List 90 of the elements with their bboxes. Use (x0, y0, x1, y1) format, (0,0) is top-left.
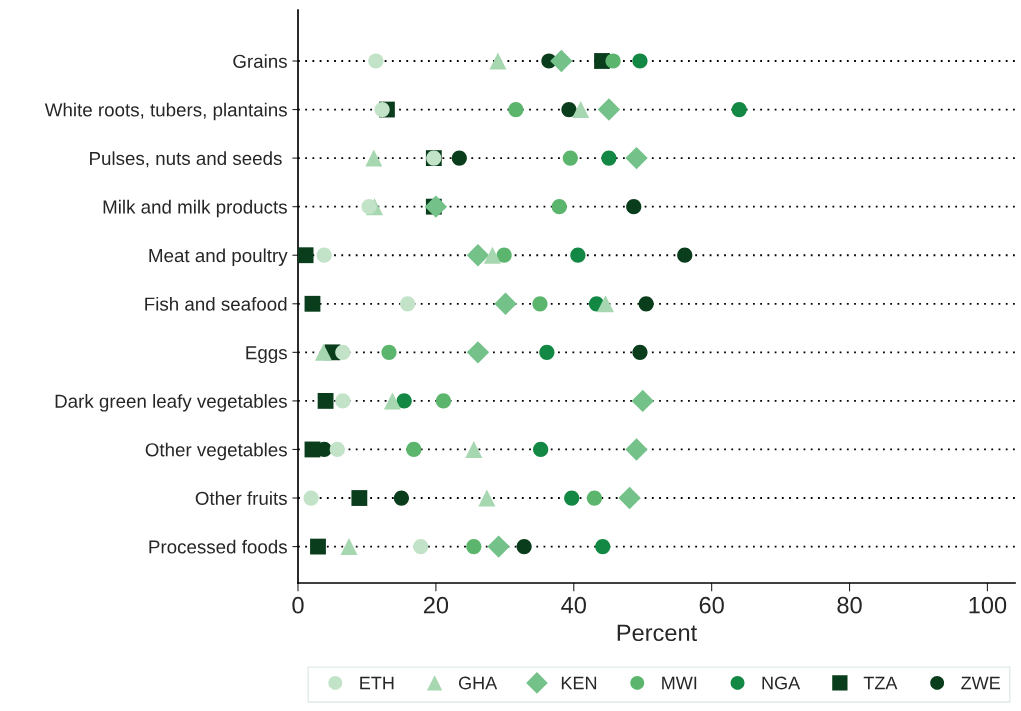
x-tick-label: 0 (292, 596, 304, 614)
point (564, 490, 580, 506)
point (368, 53, 384, 69)
x-tick-label: 80 (837, 596, 862, 614)
point (381, 344, 397, 360)
point (393, 490, 410, 506)
point (400, 296, 416, 312)
point (551, 199, 567, 215)
legend-label: TZA (863, 676, 898, 690)
point (550, 49, 573, 73)
point (539, 344, 555, 360)
point (316, 247, 332, 263)
legend-label: KEN (561, 676, 597, 690)
x-tick-label: 100 (969, 596, 1007, 614)
point (601, 150, 617, 166)
y-tick-label: Eggs (246, 346, 287, 364)
point (298, 247, 314, 264)
point (562, 150, 578, 166)
point (618, 486, 641, 510)
point (303, 490, 319, 506)
x-tick-label: 60 (699, 596, 724, 614)
y-tick-label: Meat and poultry (149, 248, 288, 266)
point (317, 392, 334, 409)
point (335, 393, 351, 409)
point (310, 538, 326, 555)
point (572, 101, 590, 119)
point (365, 149, 383, 167)
x-tick-label: 40 (561, 596, 586, 614)
point (625, 438, 648, 461)
point (532, 296, 548, 312)
point (631, 389, 654, 413)
point (315, 343, 333, 361)
y-tick-label: Processed foods (149, 539, 287, 554)
point (489, 52, 507, 70)
point (435, 393, 452, 409)
y-tick-label: Fish and seafood (145, 296, 287, 311)
point (533, 441, 549, 458)
legend-label: NGA (762, 676, 801, 690)
point (329, 441, 345, 458)
point (374, 101, 390, 118)
point (406, 441, 422, 458)
point (597, 98, 621, 121)
point (638, 296, 654, 312)
point (465, 440, 483, 458)
point (361, 199, 377, 215)
point (731, 101, 747, 118)
point (478, 489, 496, 507)
point (632, 344, 648, 360)
legend-label: MWI (662, 676, 697, 690)
y-tick-label: White roots, tubers, plantains (44, 102, 287, 121)
point (494, 292, 517, 315)
point (396, 393, 412, 409)
point (570, 247, 586, 263)
point (595, 538, 611, 555)
legend-label: ETH (360, 676, 394, 690)
point (626, 199, 642, 215)
y-tick-label: Pulses, nuts and seeds (90, 151, 282, 168)
point (508, 101, 524, 118)
point (466, 341, 490, 364)
point (451, 150, 467, 166)
point (483, 246, 501, 264)
y-tick-label: Other vegetables (145, 442, 287, 461)
legend-label: ZWE (961, 676, 1000, 690)
point (625, 146, 648, 170)
point (424, 195, 448, 218)
point (304, 295, 321, 312)
point (340, 538, 358, 556)
x-tick-label: 20 (423, 596, 449, 614)
y-tick-label: Dark green leafy vegetables (55, 394, 287, 412)
y-tick-label: Milk and milk products (103, 199, 287, 218)
y-tick-label: Grains (233, 54, 287, 68)
point (466, 538, 482, 555)
point (596, 295, 614, 313)
point (335, 344, 351, 360)
point (516, 538, 532, 555)
point (413, 538, 429, 555)
point (304, 441, 321, 458)
point (605, 53, 621, 69)
point (466, 244, 490, 267)
point (586, 490, 603, 506)
point (383, 392, 401, 410)
y-tick-label: Other fruits (195, 491, 287, 505)
legend-label: GHA (458, 676, 498, 690)
point (632, 53, 648, 69)
point (496, 247, 512, 263)
point (677, 247, 693, 263)
x-axis-title: Percent (617, 624, 698, 642)
point (351, 490, 368, 506)
point (487, 535, 510, 558)
point (561, 101, 577, 118)
